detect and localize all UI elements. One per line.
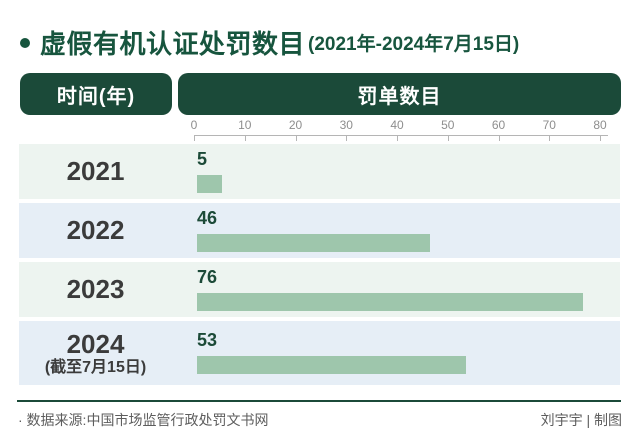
- x-axis-tick: [194, 135, 195, 141]
- bar: [197, 356, 466, 374]
- table-row: 2023 76: [19, 262, 620, 317]
- table-header: 时间(年) 罚单数目: [20, 73, 621, 115]
- bar-cell: 76: [172, 262, 620, 317]
- value-label: 46: [197, 208, 218, 228]
- credit-label: 刘宇宇 | 制图: [540, 412, 622, 428]
- x-axis-tick-label: 30: [339, 118, 353, 132]
- footer: · 数据来源:中国市场监管行政处罚文书网 刘宇宇 | 制图: [18, 410, 622, 430]
- data-source-label: · 数据来源:中国市场监管行政处罚文书网: [18, 412, 269, 428]
- bar-cell: 46: [172, 203, 620, 258]
- bar: [197, 234, 431, 252]
- x-axis-tick-label: 50: [441, 118, 455, 132]
- x-axis-tick: [397, 135, 398, 141]
- year-label: 2023: [66, 274, 125, 305]
- value-label: 5: [197, 149, 208, 169]
- x-axis-tick: [295, 135, 297, 141]
- bar-cell: 53: [172, 321, 620, 385]
- x-axis-line: [194, 135, 608, 136]
- x-axis-tick: [549, 135, 551, 141]
- bar: [197, 175, 223, 193]
- footer-divider: [17, 400, 621, 402]
- bar-cell: 5: [172, 144, 620, 199]
- table-row: 2024 (截至7月15日) 53: [19, 321, 620, 385]
- table-row: 2022 46: [19, 203, 620, 258]
- x-axis-tick: [244, 135, 246, 141]
- table-row: 2021 5: [19, 144, 620, 199]
- chart-rows: 2021 5 2022 46 2023 76 2024 (截至7月15日) 53: [19, 144, 620, 389]
- x-axis: 0 10 20 30 40 50 60 70 80: [178, 118, 621, 144]
- x-axis-tick: [447, 135, 449, 141]
- year-label: 2021: [66, 156, 125, 187]
- x-axis-tick-label: 0: [190, 118, 198, 132]
- x-axis-tick-label: 20: [288, 118, 303, 132]
- page-title-text: 虚假有机认证处罚数目: [40, 29, 306, 59]
- bullet-icon: [20, 37, 30, 48]
- year-label: 2024 (截至7月15日): [44, 328, 147, 376]
- page-title: 虚假有机认证处罚数目 (2021年-2024年7月15日): [20, 24, 626, 61]
- year-label: 2022: [66, 215, 125, 246]
- x-axis-tick: [600, 135, 601, 141]
- x-axis-tick-label: 70: [542, 118, 556, 132]
- x-axis-tick-label: 80: [593, 118, 607, 132]
- bar: [197, 293, 583, 311]
- column-header-time: 时间(年): [20, 73, 172, 115]
- page-title-subtitle: (2021年-2024年7月15日): [308, 34, 520, 55]
- value-label: 76: [197, 267, 218, 287]
- year-note: (截至7月15日): [44, 358, 147, 376]
- x-axis-tick: [346, 135, 348, 141]
- x-axis-tick-label: 10: [238, 118, 252, 132]
- x-axis-tick: [498, 135, 500, 141]
- x-axis-tick-label: 60: [491, 118, 506, 132]
- value-label: 53: [197, 330, 218, 350]
- x-axis-tick-label: 40: [390, 118, 404, 132]
- column-header-value: 罚单数目: [178, 73, 621, 115]
